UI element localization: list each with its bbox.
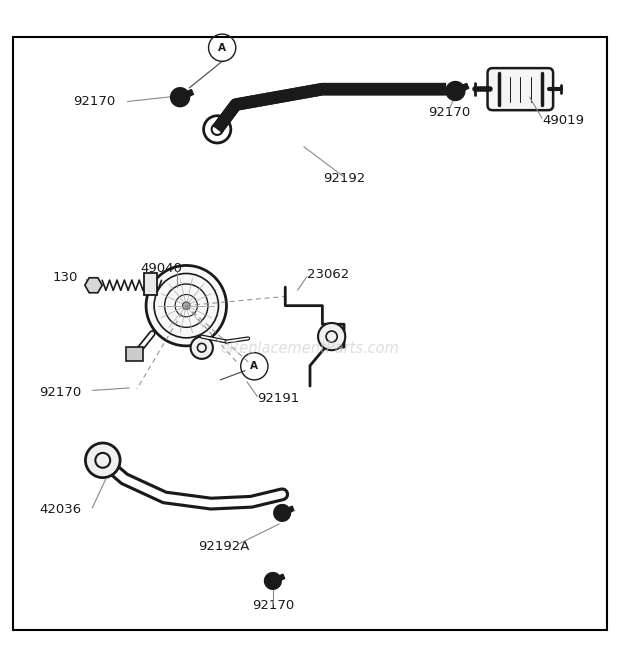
Text: eReplacementParts.com: eReplacementParts.com [221, 342, 399, 356]
Circle shape [146, 275, 156, 285]
Circle shape [182, 302, 190, 309]
Text: 92170: 92170 [73, 95, 115, 108]
Text: 92192: 92192 [323, 172, 365, 185]
Polygon shape [170, 88, 190, 107]
Text: 92170: 92170 [428, 105, 471, 119]
Polygon shape [185, 89, 193, 97]
Circle shape [146, 265, 226, 346]
Polygon shape [286, 506, 294, 513]
Polygon shape [85, 277, 102, 293]
Polygon shape [274, 504, 291, 521]
Bar [126, 347, 143, 361]
Polygon shape [277, 574, 285, 581]
Circle shape [86, 443, 120, 478]
Bar [144, 273, 157, 295]
Text: A: A [218, 43, 226, 53]
Text: 92192A: 92192A [198, 540, 249, 554]
FancyBboxPatch shape [487, 68, 553, 110]
Polygon shape [446, 81, 465, 101]
Circle shape [318, 323, 345, 350]
Text: 92170: 92170 [39, 386, 81, 399]
Text: 130: 130 [53, 271, 78, 284]
Text: 92170: 92170 [252, 599, 294, 612]
Text: 23062: 23062 [307, 268, 349, 281]
Text: 49019: 49019 [542, 113, 584, 127]
Text: 49040: 49040 [141, 262, 182, 275]
Polygon shape [265, 572, 281, 589]
Text: A: A [250, 362, 259, 372]
Text: 92191: 92191 [257, 392, 299, 405]
Text: 42036: 42036 [39, 504, 81, 516]
Polygon shape [460, 83, 469, 91]
Circle shape [190, 337, 213, 359]
